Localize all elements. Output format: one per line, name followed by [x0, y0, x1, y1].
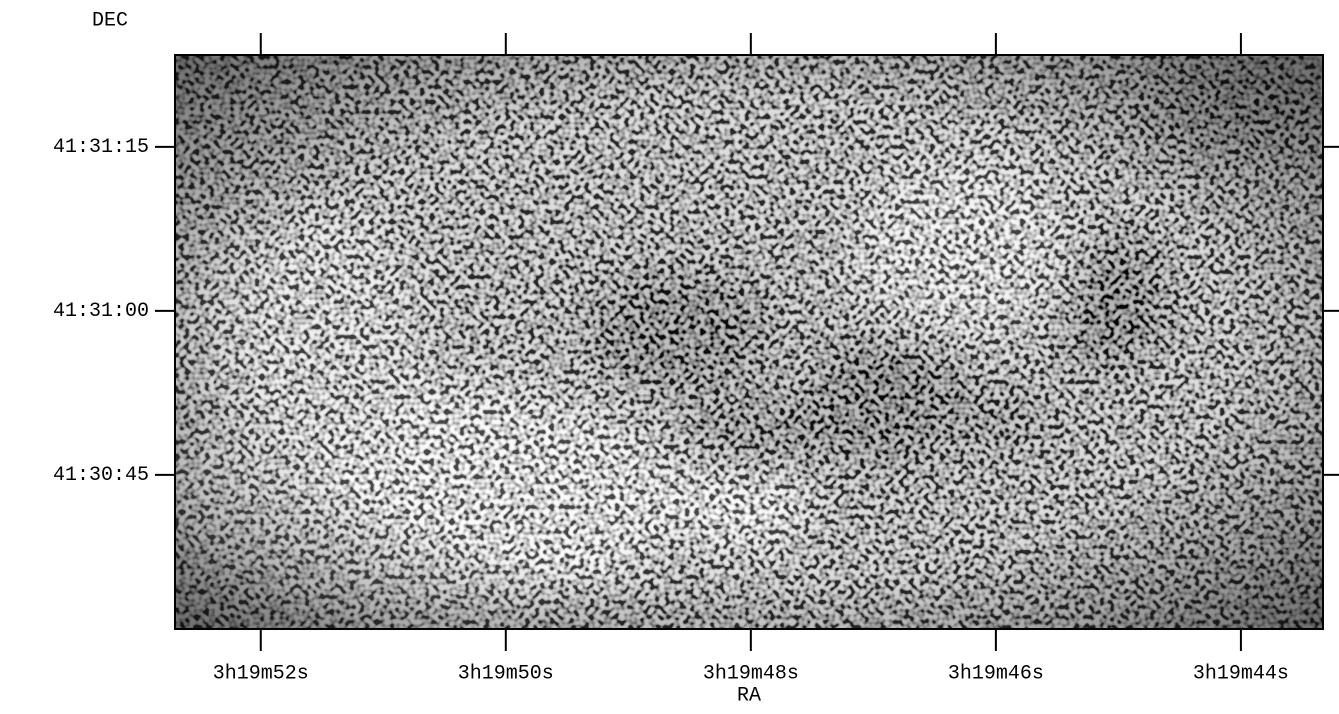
- chart: DEC RA 3h19m52s 3h19m50s 3h19m48s 3h19m46s 3…: [0, 0, 1339, 714]
- x-tick-label: 3h19m48s: [703, 662, 799, 685]
- y-axis-label: DEC: [92, 9, 128, 32]
- y-tick-label: 41:31:15: [53, 136, 149, 159]
- y-tick-label: 41:30:45: [53, 464, 149, 487]
- x-tick-label: 3h19m46s: [948, 662, 1044, 685]
- x-tick-label: 3h19m50s: [458, 662, 554, 685]
- x-axis-label: RA: [737, 684, 761, 707]
- sky-image: [160, 55, 1323, 629]
- y-tick-label: 41:31:00: [53, 300, 149, 323]
- x-tick-label: 3h19m44s: [1193, 662, 1289, 685]
- x-tick-label: 3h19m52s: [213, 662, 309, 685]
